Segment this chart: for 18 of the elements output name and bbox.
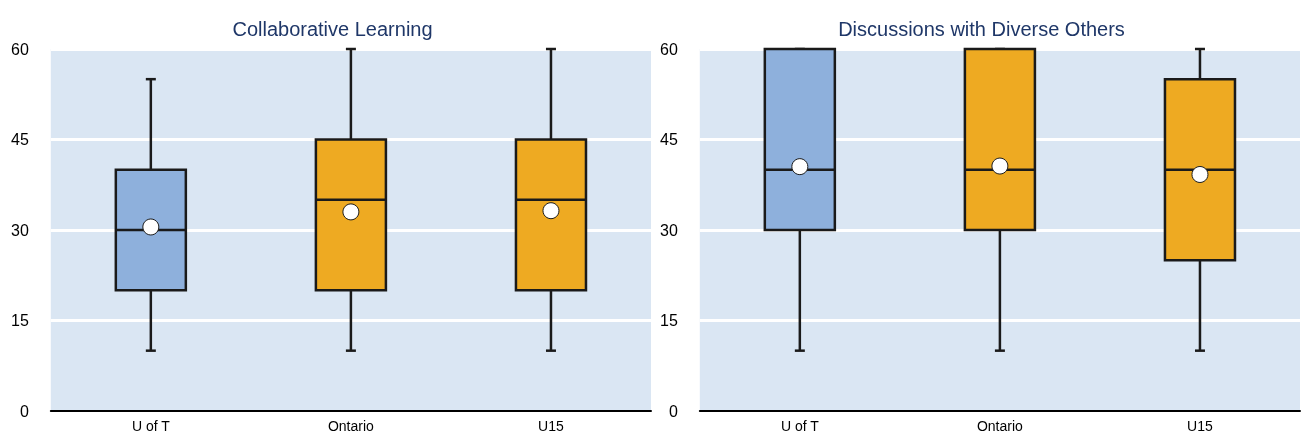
chart-title: Discussions with Diverse Others [838, 18, 1125, 40]
x-tick-label: U15 [1187, 418, 1214, 434]
y-tick-label: 60 [660, 40, 678, 58]
x-tick-label: U of T [780, 418, 820, 434]
y-tick-label: 45 [11, 131, 29, 148]
y-tick-label: 15 [660, 312, 678, 329]
y-tick-label: 15 [11, 312, 29, 329]
x-tick-label: U15 [538, 418, 565, 434]
y-tick-label: 45 [660, 131, 678, 148]
x-tick-label: Ontario [976, 418, 1024, 434]
x-tick-label: U of T [131, 418, 171, 434]
y-tick-label: 0 [668, 402, 678, 420]
x-tick-label: Ontario [327, 418, 375, 434]
y-tick-label: 0 [19, 402, 29, 420]
y-tick-label: 60 [11, 40, 29, 58]
chart-title: Collaborative Learning [232, 18, 433, 40]
y-tick-label: 30 [660, 221, 678, 239]
y-tick-label: 30 [11, 221, 29, 239]
